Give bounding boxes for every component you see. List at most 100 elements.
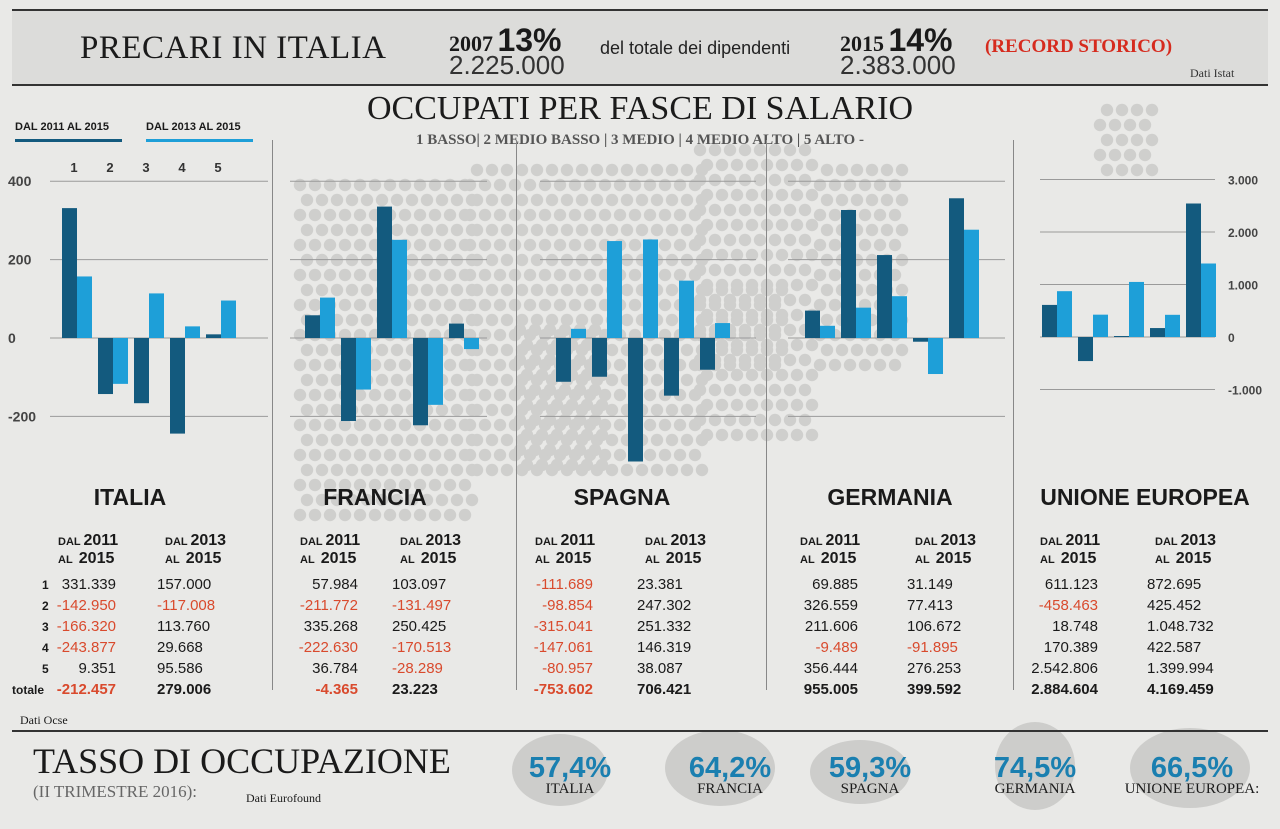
background-dot (293, 508, 307, 522)
column-separator (272, 140, 273, 690)
background-dot (790, 308, 804, 322)
category-label: 5 (214, 160, 221, 175)
background-dot (643, 448, 657, 462)
background-dot (413, 448, 427, 462)
table-cell: 146.319 (637, 639, 692, 656)
background-dot (553, 208, 567, 222)
background-dot (673, 238, 687, 252)
background-dot (428, 478, 442, 492)
background-dot (323, 448, 337, 462)
table-cell: 18.748 (1052, 618, 1098, 635)
background-dot (895, 223, 909, 237)
background-dot (858, 268, 872, 282)
background-dot (598, 448, 612, 462)
table-cell: 211.606 (804, 618, 858, 635)
background-dot (775, 158, 789, 172)
background-dot (308, 238, 322, 252)
background-dot (375, 433, 389, 447)
bar-2013 (820, 325, 835, 338)
header-al: AL (400, 554, 421, 566)
background-dot (308, 478, 322, 492)
background-dot (493, 388, 507, 402)
background-dot (895, 283, 909, 297)
footer-divider (12, 730, 1268, 732)
background-dot (470, 193, 484, 207)
row-label: 5 (42, 662, 49, 676)
background-dot (673, 448, 687, 462)
background-dot (353, 298, 367, 312)
background-dot (605, 343, 619, 357)
record-label: (RECORD STORICO) (985, 36, 1173, 57)
background-dot (895, 163, 909, 177)
background-dot (543, 323, 557, 337)
background-dot (700, 283, 714, 297)
background-dot (783, 353, 797, 367)
background-dot (580, 338, 594, 352)
background-dot (738, 263, 752, 277)
background-dot (693, 383, 707, 397)
row-label: 1 (42, 578, 49, 592)
background-dot (658, 238, 672, 252)
country-silhouette (665, 730, 775, 806)
background-dot (828, 238, 842, 252)
background-dot (680, 343, 694, 357)
legend-swatch-2013 (146, 139, 253, 142)
header-year-start: 2013 (1180, 532, 1217, 549)
right-count: 2.383.000 (840, 50, 956, 80)
background-dot (338, 298, 352, 312)
background-dot (338, 178, 352, 192)
background-dot (293, 448, 307, 462)
background-dot (568, 268, 582, 282)
background-dot (730, 248, 744, 262)
bar-2011 (664, 338, 679, 396)
table-cell: 1.048.732 (1147, 618, 1214, 635)
background-dot (760, 248, 774, 262)
background-dot (658, 178, 672, 192)
background-dot (1145, 133, 1159, 147)
background-dot (708, 298, 722, 312)
background-dot (775, 218, 789, 232)
background-dot (443, 178, 457, 192)
background-dot (828, 208, 842, 222)
background-dot (768, 173, 782, 187)
background-dot (293, 208, 307, 222)
background-dot (450, 493, 464, 507)
background-dot (420, 283, 434, 297)
background-dot (405, 223, 419, 237)
background-dot (805, 188, 819, 202)
background-dot (783, 143, 797, 157)
background-dot (405, 193, 419, 207)
background-dot (700, 313, 714, 327)
table-cell: -131.497 (392, 597, 452, 614)
bar-2011 (628, 338, 643, 462)
table-cell: 1.399.994 (1147, 660, 1214, 677)
background-dot (545, 283, 559, 297)
bar-2011 (206, 334, 221, 338)
section-title: OCCUPATI PER FASCE DI SALARIO (367, 90, 913, 127)
background-dot (880, 193, 894, 207)
table-header: DAL 2011 (300, 532, 360, 550)
background-dot (783, 173, 797, 187)
background-dot (435, 313, 449, 327)
table-cell: 250.425 (392, 618, 447, 635)
background-dot (723, 383, 737, 397)
background-dot (315, 343, 329, 357)
background-dot (315, 403, 329, 417)
background-dot (405, 313, 419, 327)
header-banner (12, 9, 1268, 86)
country-silhouette (995, 722, 1075, 810)
background-dot (1130, 163, 1144, 177)
background-dot (465, 493, 479, 507)
background-dot (420, 193, 434, 207)
background-dot (680, 403, 694, 417)
background-dot (665, 283, 679, 297)
background-dot (745, 428, 759, 442)
background-dot (493, 418, 507, 432)
header-year-end: 2015 (185, 550, 222, 567)
background-dot (1100, 103, 1114, 117)
table-cell: -243.877 (56, 639, 116, 656)
background-dot (1108, 118, 1122, 132)
background-dot (643, 388, 657, 402)
background-dot (828, 268, 842, 282)
